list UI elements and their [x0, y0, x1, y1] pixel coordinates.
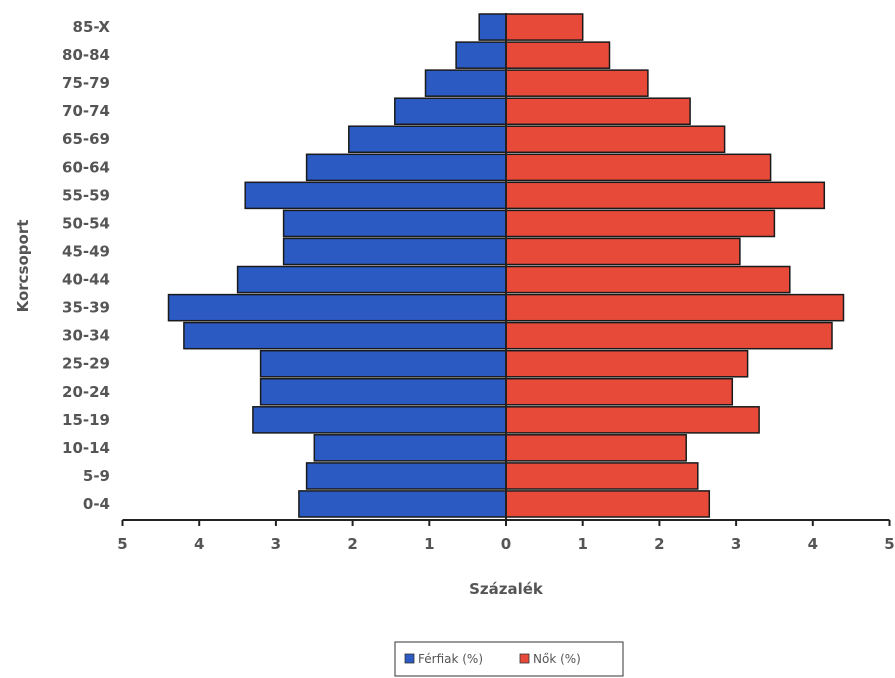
y-tick-label-5-9: 5-9 [83, 467, 110, 485]
y-tick-label-60-64: 60-64 [62, 158, 110, 176]
bar-women-45-49 [505, 237, 741, 266]
bars-group [167, 13, 845, 518]
bar-women-20-24 [505, 377, 734, 406]
bar-women-70-74 [505, 97, 691, 126]
x-tick-label: 2 [347, 535, 357, 553]
y-tick-label-50-54: 50-54 [62, 214, 110, 232]
y-tick-label-15-19: 15-19 [62, 411, 110, 429]
bar-men-10-14 [313, 434, 507, 462]
bar-men-0-4 [298, 490, 507, 518]
bar-men-45-49 [282, 237, 507, 266]
bar-women-85-X [505, 13, 584, 41]
bar-men-5-9 [305, 462, 507, 490]
bar-men-40-44 [236, 265, 507, 294]
bar-men-50-54 [282, 209, 507, 238]
bar-men-75-79 [424, 69, 507, 97]
x-ticks-group: 5 4 3 2 1 0 1 2 3 4 5 [117, 520, 895, 553]
bar-women-55-59 [505, 181, 826, 210]
bar-women-75-79 [505, 69, 649, 97]
bar-women-60-64 [505, 153, 772, 182]
x-tick-label: 2 [654, 535, 664, 553]
x-tick-label: 0 [501, 535, 511, 553]
legend-box [394, 641, 624, 677]
legend-label-women: Nők (%) [533, 652, 581, 666]
x-tick-label: 5 [884, 535, 894, 553]
bar-women-25-29 [505, 349, 749, 378]
y-tick-label-25-29: 25-29 [62, 355, 110, 373]
y-tick-label-0-4: 0-4 [83, 495, 110, 513]
y-tick-label-45-49: 45-49 [62, 243, 110, 261]
bar-women-40-44 [505, 265, 791, 294]
bar-women-65-69 [505, 125, 726, 154]
x-tick-label: 3 [731, 535, 741, 553]
y-tick-label-80-84: 80-84 [62, 46, 110, 64]
y-tick-label-10-14: 10-14 [62, 439, 110, 457]
bar-men-35-39 [167, 293, 507, 322]
y-tick-label-20-24: 20-24 [62, 383, 110, 401]
legend-label-men: Férfiak (%) [418, 652, 483, 666]
y-category-labels: 0-4 5-9 10-14 15-19 20-24 25-29 30-34 35-39 40-4… [62, 18, 110, 513]
bar-women-30-34 [505, 321, 833, 350]
y-tick-label-55-59: 55-59 [62, 186, 110, 204]
bar-men-80-84 [455, 41, 507, 69]
x-tick-label: 5 [117, 535, 127, 553]
bar-men-15-19 [252, 406, 507, 434]
bar-women-10-14 [505, 434, 687, 462]
legend-swatch-women [519, 653, 530, 664]
y-tick-label-40-44: 40-44 [62, 271, 110, 289]
y-tick-label-35-39: 35-39 [62, 299, 110, 317]
bar-men-30-34 [183, 321, 507, 350]
y-tick-label-85-X: 85-X [73, 18, 111, 36]
x-tick-label: 4 [194, 535, 204, 553]
bar-men-70-74 [394, 97, 507, 126]
bar-women-5-9 [505, 462, 699, 490]
x-tick-label: 1 [424, 535, 434, 553]
bar-men-55-59 [244, 181, 507, 210]
bar-women-0-4 [505, 490, 711, 518]
y-tick-label-65-69: 65-69 [62, 130, 110, 148]
bar-men-85-X [478, 13, 507, 41]
bar-men-20-24 [259, 377, 507, 406]
legend-swatch-men [404, 653, 415, 664]
bar-men-60-64 [305, 153, 507, 182]
x-axis-title: Százalék [469, 580, 544, 598]
bar-men-25-29 [259, 349, 507, 378]
x-tick-label: 4 [808, 535, 818, 553]
y-axis-title: Korcsoport [14, 220, 32, 313]
bar-women-80-84 [505, 41, 611, 69]
bar-women-35-39 [505, 293, 845, 322]
legend: Férfiak (%) Nők (%) [394, 641, 624, 677]
y-tick-label-30-34: 30-34 [62, 327, 110, 345]
x-tick-label: 1 [577, 535, 587, 553]
bar-men-65-69 [348, 125, 507, 154]
bar-women-15-19 [505, 406, 760, 434]
bar-women-50-54 [505, 209, 776, 238]
y-tick-label-75-79: 75-79 [62, 74, 110, 92]
y-tick-label-70-74: 70-74 [62, 102, 110, 120]
x-tick-label: 3 [271, 535, 281, 553]
